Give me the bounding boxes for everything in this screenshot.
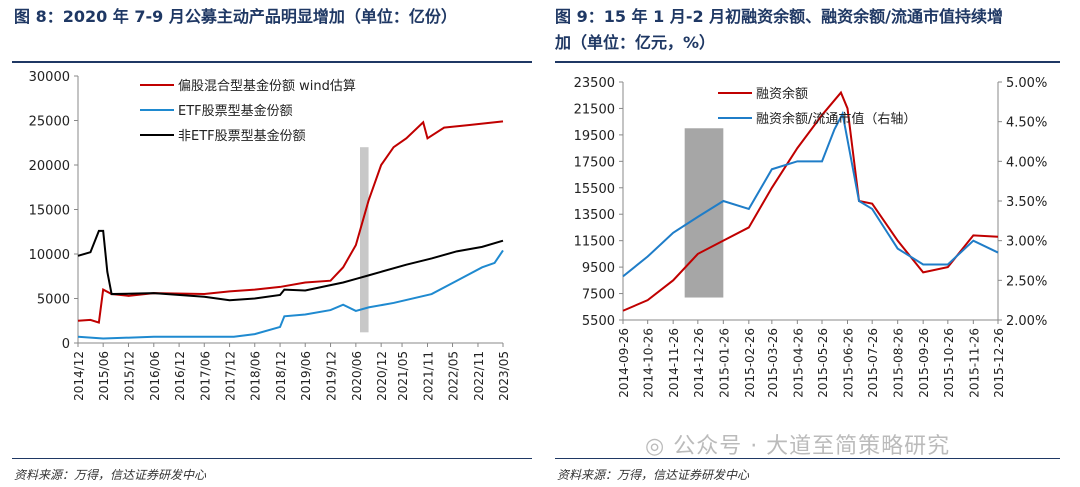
- x-tick-label: 2020/06: [350, 351, 364, 401]
- y-tick-label: 30000: [29, 70, 70, 85]
- legend-label-1: ETF股票型基金份额: [178, 103, 293, 119]
- x-tick-label: 2014-10-26: [642, 328, 656, 398]
- x-tick-label: 2015-04-26: [791, 328, 805, 398]
- x-tick-label: 2015-02-26: [743, 328, 757, 398]
- y-tick-label: 17500: [574, 155, 615, 170]
- x-tick-label: 2015-06-26: [842, 328, 856, 398]
- y-tick-label: 19500: [574, 129, 615, 144]
- y2-tick-label: 3.50%: [1006, 195, 1047, 210]
- x-tick-label: 2015-01-26: [717, 328, 731, 398]
- y-tick-label: 25000: [29, 115, 70, 130]
- legend-label-0: 融资余额: [756, 86, 808, 102]
- series-line-1: [622, 110, 999, 278]
- x-tick-label: 2014-09-26: [617, 328, 631, 398]
- x-tick-label: 2015/12: [122, 351, 136, 401]
- legend-label-2: 非ETF股票型基金份额: [178, 128, 306, 144]
- watermark: ◎ 公众号 · 大道至简策略研究: [645, 434, 951, 459]
- x-tick-label: 2015-05-26: [816, 328, 830, 398]
- x-tick-label: 2015-07-26: [866, 328, 880, 398]
- legend-label-0: 偏股混合型基金份额 wind估算: [178, 78, 356, 94]
- left-chart-title: 图 8：2020 年 7-9 月公募主动产品明显增加（单位：亿份）: [14, 7, 457, 26]
- y-tick-label: 5000: [37, 293, 70, 308]
- y-tick-label: 7500: [582, 288, 615, 303]
- y-tick-label: 20000: [29, 159, 70, 174]
- x-tick-label: 2018/12: [274, 351, 288, 401]
- x-tick-label: 2015-09-26: [917, 328, 931, 398]
- x-tick-label: 2017/12: [224, 351, 238, 401]
- x-tick-label: 2015-10-26: [942, 328, 956, 398]
- x-tick-label: 2014/12: [72, 351, 86, 401]
- y-tick-label: 15000: [29, 204, 70, 219]
- x-tick-label: 2014-11-26: [667, 328, 681, 398]
- x-tick-label: 2015/06: [97, 351, 111, 401]
- x-tick-label: 2021/11: [421, 351, 435, 401]
- x-tick-label: 2021/05: [396, 351, 410, 401]
- x-tick-label: 2018/06: [249, 351, 263, 401]
- left-title-rule: [12, 61, 532, 63]
- y2-tick-label: 2.50%: [1006, 274, 1047, 289]
- y2-tick-label: 2.00%: [1006, 314, 1047, 329]
- x-tick-label: 2022/11: [472, 351, 486, 401]
- x-tick-label: 2015-03-26: [766, 328, 780, 398]
- wechat-icon: ◎: [645, 434, 674, 459]
- x-tick-label: 2017/06: [198, 351, 212, 401]
- x-tick-label: 2023/05: [497, 351, 511, 401]
- y-tick-label: 0: [62, 337, 70, 352]
- y-tick-label: 15500: [574, 182, 615, 197]
- x-tick-label: 2022/05: [447, 351, 461, 401]
- x-tick-label: 2019/06: [299, 351, 313, 401]
- y2-tick-label: 4.00%: [1006, 155, 1047, 170]
- y2-tick-label: 5.00%: [1006, 76, 1047, 91]
- series-line-0: [77, 120, 504, 324]
- y-tick-label: 5500: [582, 314, 615, 329]
- x-tick-label: 2015-08-26: [892, 328, 906, 398]
- x-tick-label: 2015-11-26: [967, 328, 981, 398]
- x-tick-label: 2016/12: [173, 351, 187, 401]
- right-chart-title-line1: 图 9：15 年 1 月-2 月初融资余额、融资余额/流通市值持续增: [555, 7, 1004, 26]
- left-source: 资料来源：万得，信达证券研发中心: [14, 468, 207, 482]
- y2-tick-label: 3.00%: [1006, 235, 1047, 250]
- series-line-2: [77, 229, 504, 302]
- x-tick-label: 2015-12-26: [992, 328, 1006, 398]
- left-bottom-rule: [12, 458, 532, 459]
- y-tick-label: 21500: [574, 102, 615, 117]
- right-title-rule: [555, 61, 1060, 63]
- x-tick-label: 2014-12-26: [692, 328, 706, 398]
- y-tick-label: 11500: [574, 235, 615, 250]
- y-tick-label: 10000: [29, 248, 70, 263]
- series-line-1: [77, 249, 504, 340]
- y2-tick-label: 4.50%: [1006, 116, 1047, 131]
- y-tick-label: 9500: [582, 261, 615, 276]
- x-tick-label: 2019/12: [325, 351, 339, 401]
- highlight-shade: [359, 147, 369, 333]
- x-tick-label: 2020/12: [375, 351, 389, 401]
- x-tick-label: 2016/06: [148, 351, 162, 401]
- legend-label-1: 融资余额/流通市值（右轴）: [756, 111, 916, 127]
- y-tick-label: 23500: [574, 76, 615, 91]
- y-tick-label: 13500: [574, 208, 615, 223]
- right-source: 资料来源：万得，信达证券研发中心: [557, 468, 750, 482]
- right-chart-title-line2: 加（单位：亿元，%）: [555, 33, 716, 52]
- right-bottom-rule: [555, 458, 1060, 459]
- series-line-0: [622, 90, 999, 312]
